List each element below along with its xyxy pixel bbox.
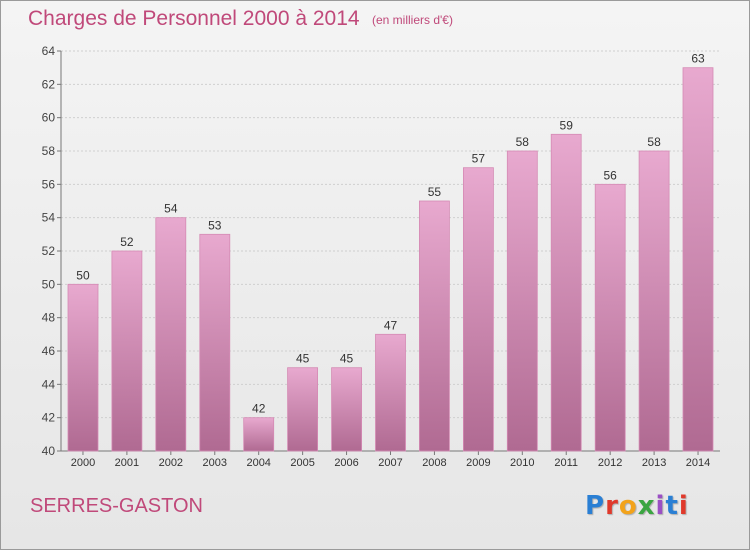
y-tick-label: 48 (42, 311, 56, 325)
data-label-2002: 54 (164, 202, 178, 216)
data-label-2011: 59 (560, 118, 574, 132)
place-name: SERRES-GASTON (30, 495, 203, 517)
x-tick-label-2014: 2014 (686, 457, 710, 469)
y-tick-label: 58 (42, 144, 56, 158)
x-tick-label-2006: 2006 (334, 457, 358, 469)
y-tick-label: 54 (42, 211, 56, 225)
x-tick-label-2009: 2009 (466, 457, 490, 469)
data-label-2013: 58 (647, 135, 661, 149)
y-tick-label: 62 (42, 77, 56, 91)
bar-2008 (418, 200, 450, 452)
y-tick-label: 44 (42, 377, 56, 391)
bar-2014 (682, 67, 714, 452)
data-label-2007: 47 (384, 318, 398, 332)
x-tick-label-2012: 2012 (598, 457, 622, 469)
proxiti-logo: Proxiti (585, 491, 689, 521)
bar-2009 (462, 167, 494, 452)
data-label-2003: 53 (208, 218, 222, 232)
x-tick-label-2005: 2005 (290, 457, 314, 469)
bar-2000 (67, 283, 99, 452)
data-label-2009: 57 (472, 152, 486, 166)
x-tick-label-2011: 2011 (554, 457, 578, 469)
x-tick-label-2001: 2001 (115, 457, 139, 469)
data-label-2000: 50 (76, 268, 90, 282)
bar-2003 (199, 233, 231, 452)
x-tick-label-2013: 2013 (642, 457, 666, 469)
bar-2001 (111, 250, 143, 452)
y-tick-label: 40 (42, 444, 56, 458)
bar-2012 (594, 183, 626, 452)
y-tick-label: 52 (42, 244, 56, 258)
data-label-2006: 45 (340, 352, 354, 366)
bars (67, 67, 714, 452)
data-label-2001: 52 (120, 235, 134, 249)
bar-2011 (550, 133, 582, 452)
bar-2006 (331, 367, 363, 452)
bar-2010 (506, 150, 538, 452)
chart-title: Charges de Personnel 2000 à 2014 (28, 7, 360, 30)
data-label-2004: 42 (252, 402, 266, 416)
bar-2007 (375, 333, 406, 452)
bar-2004 (243, 417, 275, 452)
y-tick-labels: 40 42 44 46 48 50 52 54 56 58 60 62 64 (42, 44, 56, 458)
x-tick-label-2003: 2003 (203, 457, 227, 469)
x-tick-labels: 2000 2001 2002 2003 2004 2005 2006 2007 2008 2009… (71, 457, 711, 469)
data-label-2010: 58 (516, 135, 530, 149)
y-tick-label: 50 (42, 277, 56, 291)
data-label-2005: 45 (296, 352, 310, 366)
x-tick-label-2002: 2002 (159, 457, 183, 469)
bar-2013 (638, 150, 670, 452)
bar-2005 (287, 367, 319, 452)
x-tick-label-2004: 2004 (246, 457, 270, 469)
x-tick-label-2010: 2010 (510, 457, 534, 469)
data-label-2014: 63 (691, 52, 705, 66)
data-label-2008: 55 (428, 185, 442, 199)
y-tick-label: 42 (42, 411, 56, 425)
y-tick-label: 64 (42, 44, 56, 58)
bar-2002 (155, 217, 187, 452)
data-label-2012: 56 (603, 168, 617, 182)
y-tick-label: 46 (42, 344, 56, 358)
x-tick-label-2008: 2008 (422, 457, 446, 469)
x-tick-label-2000: 2000 (71, 457, 95, 469)
data-labels: 50 52 54 53 42 45 45 47 55 57 58 59 56 58 63 (76, 52, 705, 416)
chart-subtitle: (en milliers d'€) (372, 13, 453, 27)
y-tick-label: 60 (42, 111, 56, 125)
x-tick-label-2007: 2007 (378, 457, 402, 469)
y-tick-label: 56 (42, 177, 56, 191)
